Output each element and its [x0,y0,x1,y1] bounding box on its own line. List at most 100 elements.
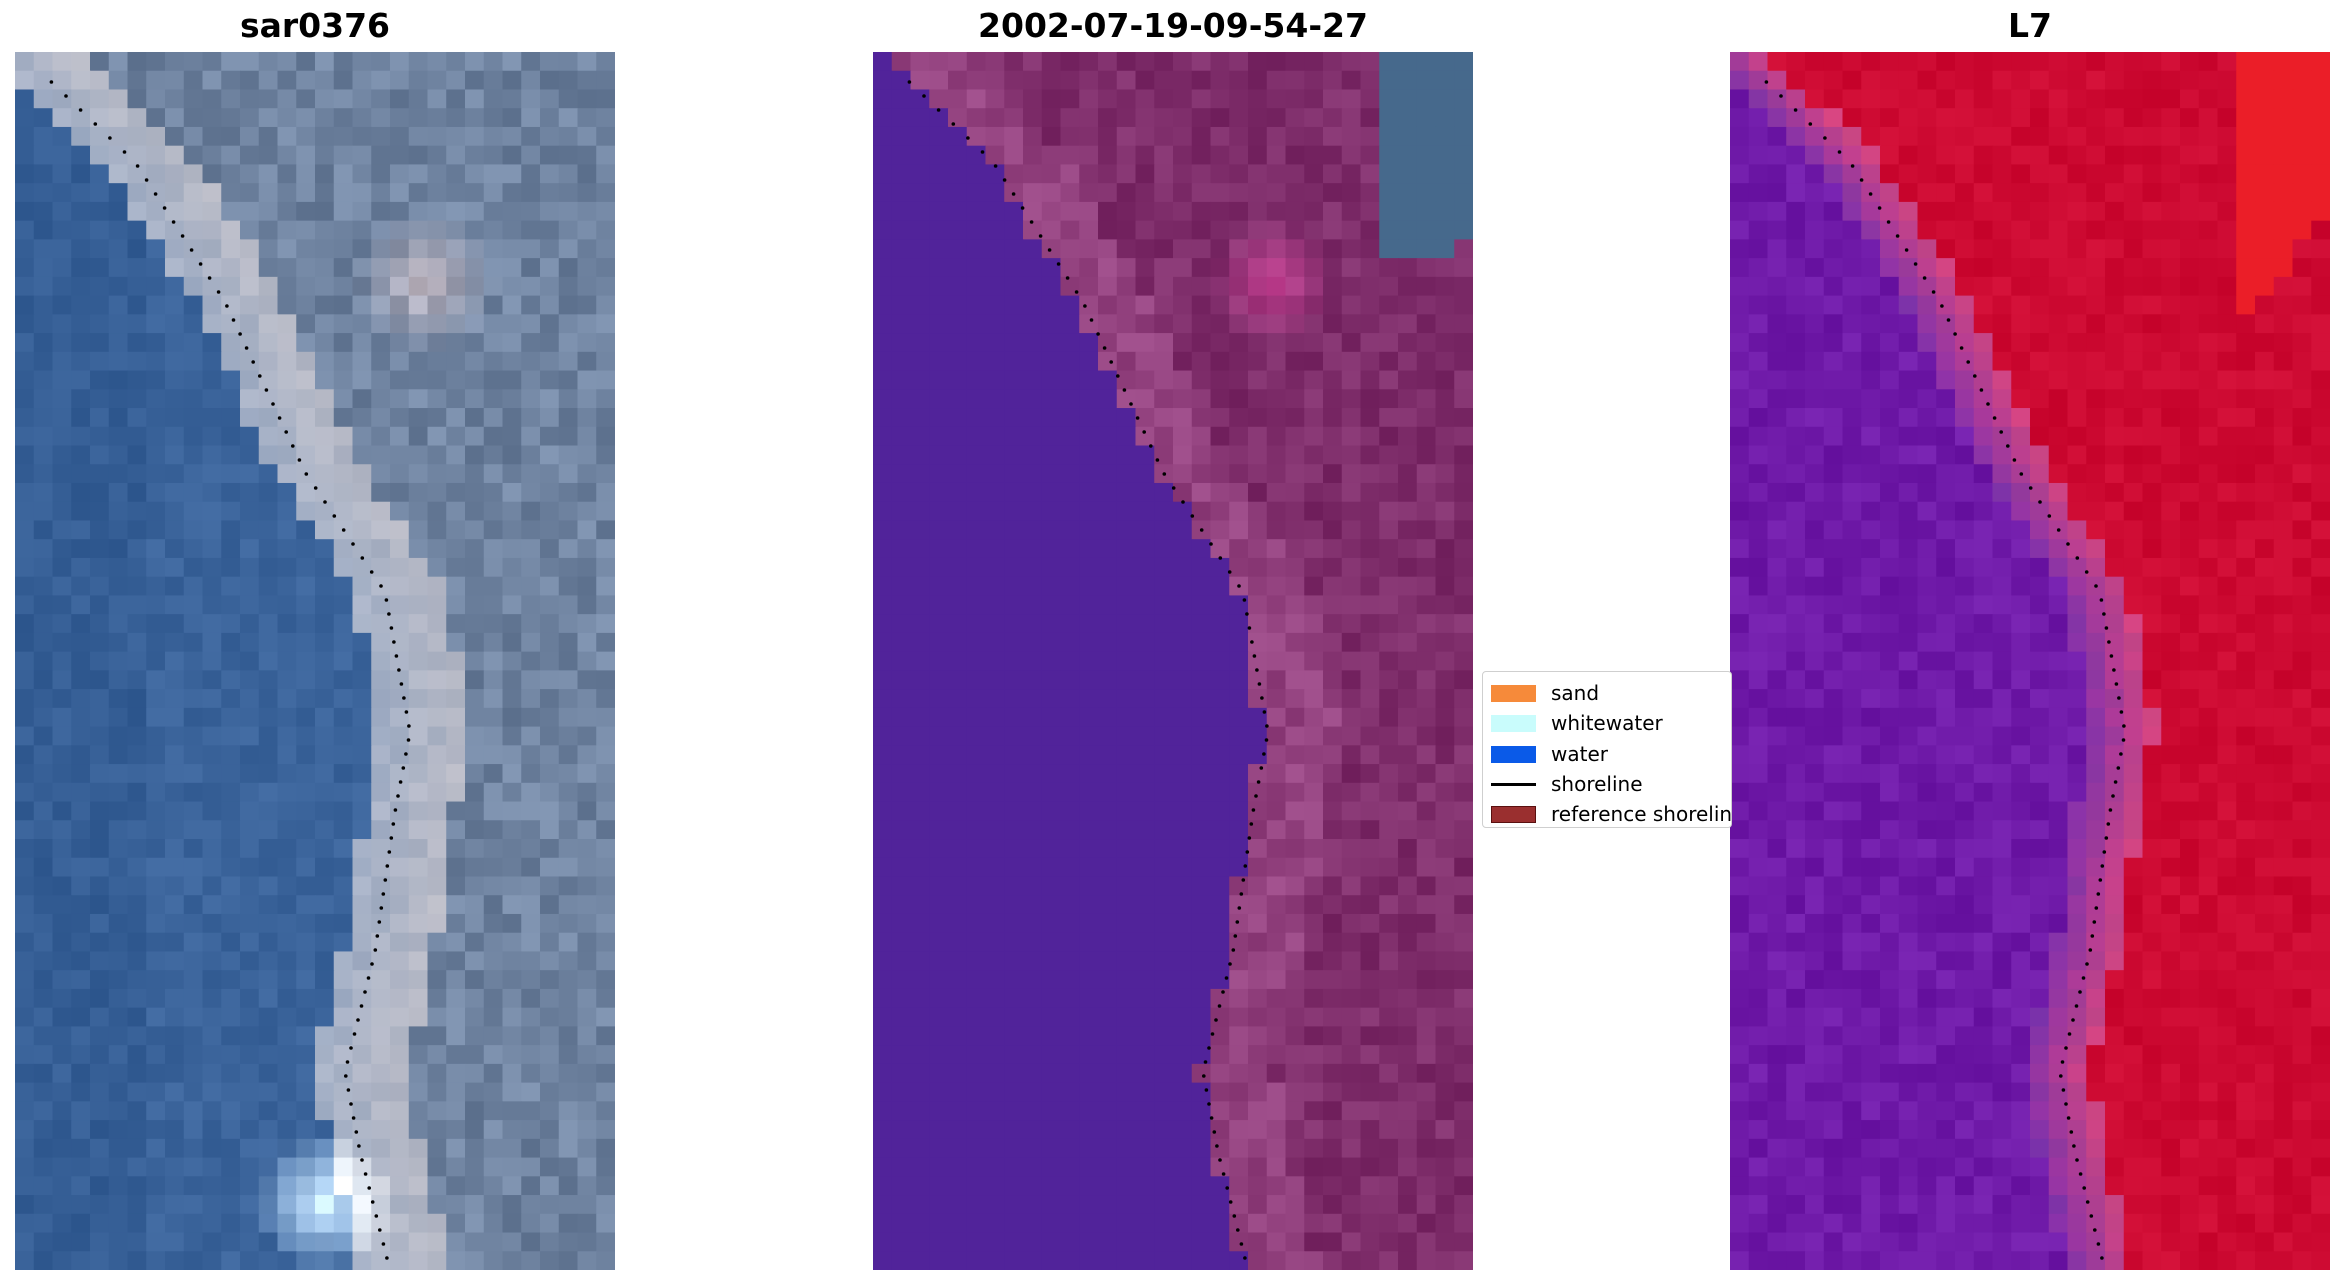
pixel-cell [873,895,893,915]
pixel-cell [502,820,522,840]
pixel-cell [929,426,949,447]
pixel-cell [1154,108,1174,128]
pixel-cell [1041,1251,1062,1270]
pixel-cell [408,876,429,896]
pixel-cell [2273,239,2294,259]
pixel-cell [371,876,391,896]
pixel-cell [502,576,522,597]
pixel-cell [1154,614,1174,634]
pixel-cell [577,764,597,784]
pixel-cell [966,1063,987,1084]
pixel-cell [183,782,204,803]
pixel-cell [2255,239,2275,259]
pixel-cell [910,689,930,709]
pixel-cell [1248,1157,1268,1177]
pixel-cell [1060,913,1080,934]
pixel-cell [1210,201,1230,222]
pixel-cell [891,1101,912,1121]
pixel-cell [1004,726,1024,746]
pixel-cell [948,52,968,72]
pixel-cell [315,1138,335,1159]
pixel-cell [1898,351,1919,372]
pixel-cell [1248,1026,1268,1046]
pixel-cell [408,745,429,765]
pixel-cell [1416,501,1437,522]
pixel-cell [596,501,615,522]
pixel-cell [1730,201,1750,222]
pixel-cell [1023,1082,1043,1102]
pixel-cell [948,614,968,634]
pixel-cell [390,70,410,91]
pixel-cell [221,670,241,690]
shoreline-point [344,1074,348,1078]
pixel-cell [521,108,541,128]
pixel-cell [240,820,260,840]
pixel-cell [873,1213,893,1234]
pixel-cell [1173,501,1193,522]
pixel-cell [1304,764,1324,784]
pixel-cell [2030,126,2050,147]
pixel-cell [108,839,129,859]
pixel-cell [258,145,279,166]
pixel-cell [221,145,241,166]
pixel-cell [1135,1101,1155,1121]
shoreline-point [404,752,408,756]
pixel-cell [1191,276,1212,297]
shoreline-point [397,668,401,672]
pixel-cell [483,1007,504,1027]
pixel-cell [1304,932,1324,953]
pixel-cell [910,801,930,821]
pixel-cell [1898,89,1919,109]
pixel-cell [1266,576,1287,597]
pixel-cell [146,1007,166,1027]
pixel-cell [2011,333,2031,353]
pixel-cell [1435,651,1455,671]
pixel-cell [427,801,447,821]
pixel-cell [1098,370,1118,390]
pixel-cell [71,426,91,447]
pixel-cell [240,632,260,653]
pixel-cell [33,1213,54,1234]
pixel-cell [1435,857,1455,878]
pixel-cell [1842,89,1862,109]
pixel-cell [1098,258,1118,278]
pixel-cell [596,1063,615,1084]
pixel-cell [1210,126,1230,147]
pixel-cell [1992,126,2012,147]
pixel-cell [1435,820,1455,840]
pixel-cell [1285,932,1305,953]
pixel-cell [1266,557,1287,578]
pixel-cell [1229,1007,1249,1027]
pixel-cell [1098,726,1118,746]
pixel-cell [108,951,129,971]
pixel-cell [577,183,597,203]
pixel-cell [258,1120,279,1140]
pixel-cell [948,426,968,447]
pixel-cell [390,351,410,372]
pixel-cell [1360,1082,1380,1102]
pixel-cell [1154,1063,1174,1084]
pixel-cell [202,89,222,109]
pixel-cell [1023,632,1043,653]
pixel-cell [1341,670,1362,690]
pixel-cell [90,839,110,859]
shoreline-point [366,976,371,980]
pixel-cell [1191,689,1212,709]
pixel-cell [240,1138,260,1159]
pixel-cell [2180,295,2200,315]
pixel-cell [521,595,541,615]
shoreline-point [1228,962,1232,966]
pixel-cell [1955,426,1975,447]
pixel-cell [446,70,466,91]
pixel-cell [910,295,930,315]
pixel-cell [1079,1157,1099,1177]
pixel-cell [183,1195,204,1215]
pixel-cell [891,857,912,878]
pixel-cell [1973,145,1994,166]
pixel-cell [1416,970,1437,990]
pixel-cell [596,445,615,465]
pixel-cell [558,876,579,896]
pixel-cell [1323,482,1343,503]
shoreline-point [394,654,399,658]
pixel-cell [221,651,241,671]
